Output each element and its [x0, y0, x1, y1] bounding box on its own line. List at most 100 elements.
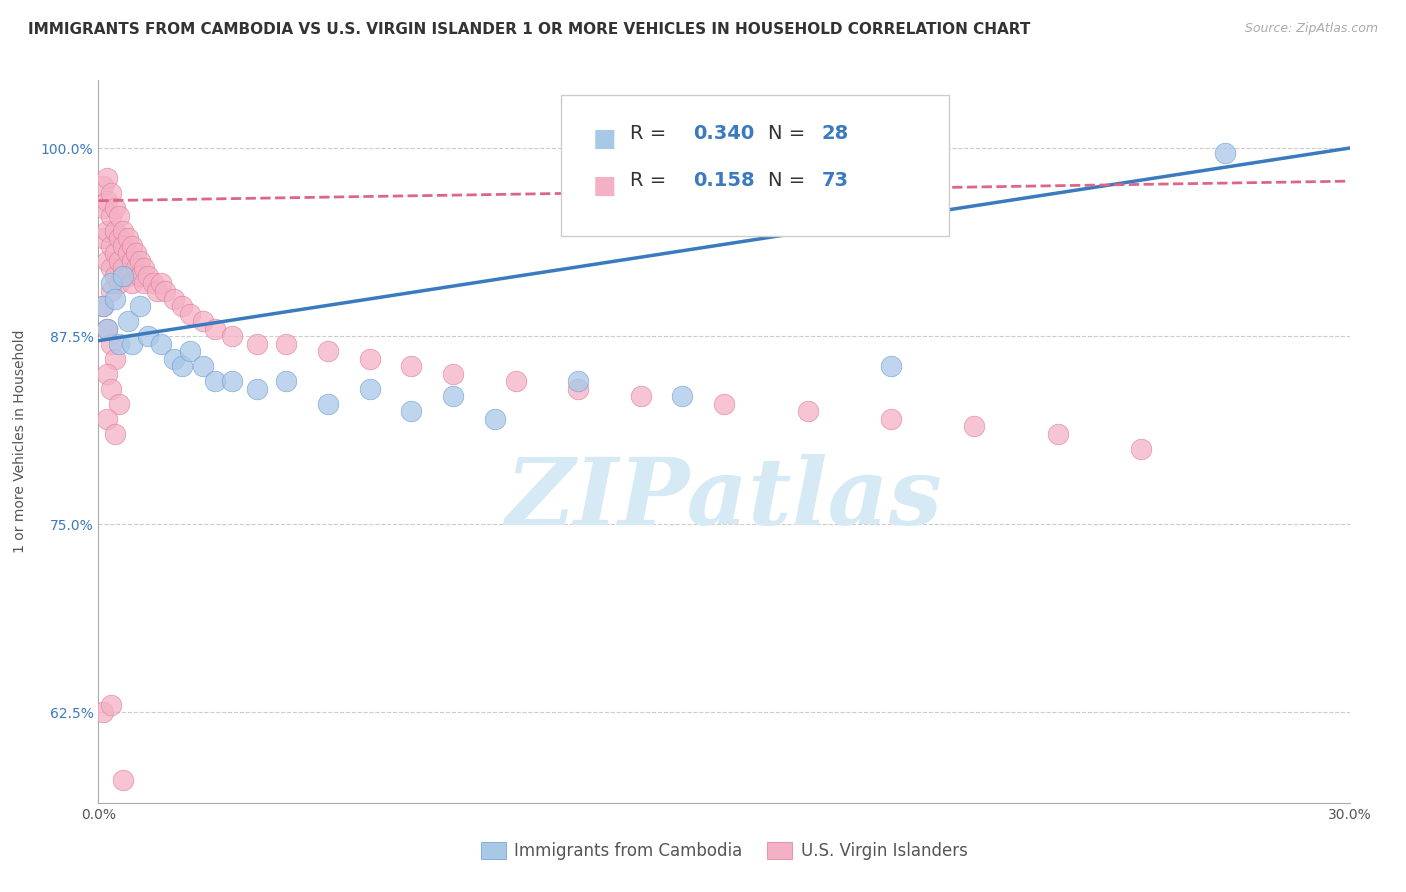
Text: Source: ZipAtlas.com: Source: ZipAtlas.com	[1244, 22, 1378, 36]
Point	[121, 277, 143, 291]
Point	[274, 374, 298, 388]
Point	[138, 268, 160, 283]
Text: ■: ■	[593, 174, 616, 198]
Text: ZIPatlas: ZIPatlas	[506, 454, 942, 544]
Point	[104, 268, 127, 283]
Point	[138, 329, 160, 343]
Text: 28: 28	[821, 124, 849, 143]
Point	[112, 261, 135, 276]
Text: 0.340: 0.340	[693, 124, 754, 143]
Point	[1213, 145, 1236, 160]
Point	[96, 194, 118, 208]
Point	[567, 374, 589, 388]
Point	[100, 186, 122, 201]
Text: N =: N =	[768, 124, 811, 143]
Point	[316, 397, 339, 411]
Point	[880, 359, 903, 374]
Point	[91, 178, 114, 193]
Point	[221, 374, 243, 388]
Point	[104, 224, 127, 238]
Point	[91, 299, 114, 313]
Point	[484, 412, 506, 426]
Point	[146, 284, 169, 298]
Point	[274, 336, 298, 351]
Point	[104, 246, 127, 260]
Point	[713, 397, 735, 411]
Y-axis label: 1 or more Vehicles in Household: 1 or more Vehicles in Household	[13, 330, 27, 553]
Point	[96, 253, 118, 268]
Point	[204, 374, 226, 388]
Point	[170, 359, 193, 374]
Point	[125, 246, 148, 260]
Point	[150, 277, 173, 291]
Point	[112, 239, 135, 253]
Point	[1130, 442, 1153, 456]
Point	[963, 419, 986, 434]
Point	[567, 382, 589, 396]
Point	[1046, 427, 1069, 442]
Text: ■: ■	[593, 128, 616, 152]
Point	[96, 171, 118, 186]
Point	[117, 268, 139, 283]
Point	[100, 284, 122, 298]
Legend: Immigrants from Cambodia, U.S. Virgin Islanders: Immigrants from Cambodia, U.S. Virgin Is…	[474, 835, 974, 867]
Point	[108, 253, 131, 268]
Point	[441, 389, 464, 403]
Point	[153, 284, 176, 298]
Point	[359, 382, 381, 396]
Text: R =: R =	[630, 170, 672, 190]
Point	[134, 277, 156, 291]
Point	[96, 224, 118, 238]
Point	[104, 427, 127, 442]
Point	[96, 412, 118, 426]
Point	[129, 253, 152, 268]
Point	[129, 268, 152, 283]
Point	[112, 268, 135, 283]
Text: N =: N =	[768, 170, 811, 190]
Text: 73: 73	[821, 170, 849, 190]
Point	[191, 314, 214, 328]
Point	[96, 367, 118, 381]
Point	[96, 321, 118, 335]
Point	[359, 351, 381, 366]
Point	[630, 389, 652, 403]
Point	[121, 336, 143, 351]
Point	[104, 201, 127, 215]
Point	[100, 698, 122, 712]
Point	[401, 404, 423, 418]
Point	[108, 209, 131, 223]
Point	[162, 351, 184, 366]
Point	[170, 299, 193, 313]
Point	[100, 382, 122, 396]
Point	[129, 299, 152, 313]
Point	[125, 261, 148, 276]
Point	[441, 367, 464, 381]
Point	[100, 209, 122, 223]
Point	[505, 374, 527, 388]
Point	[117, 231, 139, 245]
Point	[179, 344, 201, 359]
Point	[134, 261, 156, 276]
Point	[204, 321, 226, 335]
Point	[246, 382, 269, 396]
Point	[100, 261, 122, 276]
Point	[150, 336, 173, 351]
Point	[112, 224, 135, 238]
Point	[401, 359, 423, 374]
Point	[121, 239, 143, 253]
Point	[91, 706, 114, 720]
Point	[108, 231, 131, 245]
Point	[191, 359, 214, 374]
Text: IMMIGRANTS FROM CAMBODIA VS U.S. VIRGIN ISLANDER 1 OR MORE VEHICLES IN HOUSEHOLD: IMMIGRANTS FROM CAMBODIA VS U.S. VIRGIN …	[28, 22, 1031, 37]
Point	[91, 231, 114, 245]
Point	[91, 201, 114, 215]
Point	[96, 321, 118, 335]
Point	[117, 246, 139, 260]
Point	[796, 404, 818, 418]
Point	[100, 336, 122, 351]
Point	[100, 239, 122, 253]
Point	[104, 292, 127, 306]
Point	[179, 307, 201, 321]
Point	[142, 277, 165, 291]
FancyBboxPatch shape	[561, 95, 949, 235]
